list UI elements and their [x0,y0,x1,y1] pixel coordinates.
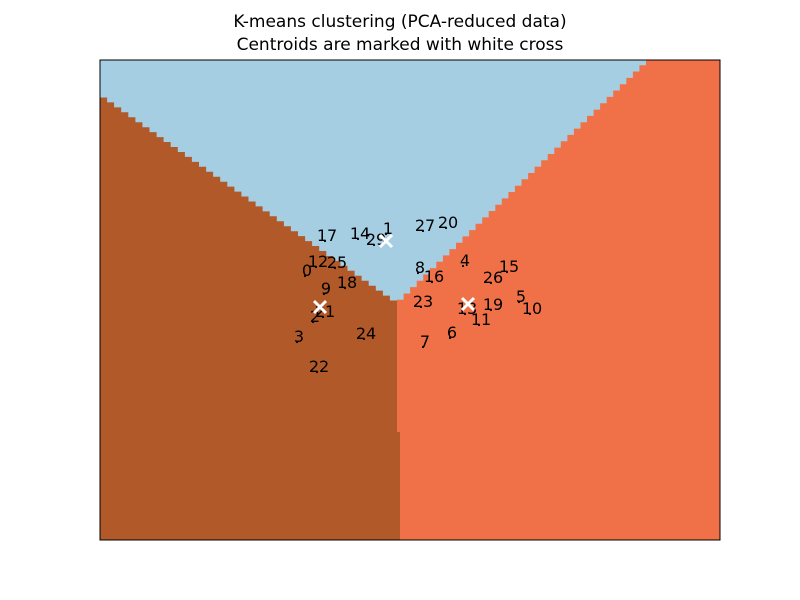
point-label: 3 [294,327,304,346]
data-point [444,226,448,230]
point-label: 25 [327,253,347,272]
data-point [430,280,434,284]
data-point [311,320,315,324]
chart-subtitle: Centroids are marked with white cross [236,35,564,55]
data-point [517,300,521,304]
point-label: 20 [438,213,458,232]
data-point [448,336,452,340]
point-label: 26 [483,268,503,287]
point-label: 16 [424,267,444,286]
point-label: 24 [356,324,376,343]
point-label: 1 [383,219,393,238]
data-point [505,270,509,274]
data-point [421,345,425,349]
point-label: 18 [337,273,357,292]
point-label: 13 [457,299,477,318]
data-point [384,232,388,236]
data-point [416,271,420,275]
data-point [477,323,481,327]
point-label: 4 [460,251,470,270]
centroid-cross [312,299,328,315]
axes-frame [99,59,721,541]
point-label: 19 [483,295,503,314]
data-point [362,337,366,341]
point-label: 11 [471,310,491,329]
point-label: 7 [420,332,430,351]
data-point [419,305,423,309]
data-point [356,237,360,241]
point-label: 23 [413,292,433,311]
point-label: 27 [415,216,435,235]
centroid-cross [378,233,394,249]
point-label: 22 [309,357,329,376]
data-point [489,308,493,312]
point-label: 8 [415,258,425,277]
data-point [372,243,376,247]
region-left [100,95,400,540]
data-point [421,229,425,233]
data-point [315,370,319,374]
data-point [333,266,337,270]
data-point [528,312,532,316]
data-point [323,239,327,243]
region-right [397,60,720,540]
point-label: 12 [308,252,328,271]
data-point [489,281,493,285]
chart-title: K-means clustering (PCA-reduced data) [233,12,567,32]
point-label: 15 [499,257,519,276]
point-label: 9 [321,279,331,298]
point-label: 0 [302,261,312,280]
data-point [461,264,465,268]
data-point [322,292,326,296]
data-point [343,286,347,290]
point-label: 14 [350,224,370,243]
point-label: 5 [516,287,526,306]
centroid-cross [460,296,476,312]
point-label: 10 [522,299,542,318]
data-point [321,315,325,319]
data-point [295,340,299,344]
point-label: 17 [317,226,337,245]
point-label: 2 [310,307,320,326]
data-point [314,265,318,269]
point-label: 6 [447,323,457,342]
data-point [463,312,467,316]
data-point [303,274,307,278]
